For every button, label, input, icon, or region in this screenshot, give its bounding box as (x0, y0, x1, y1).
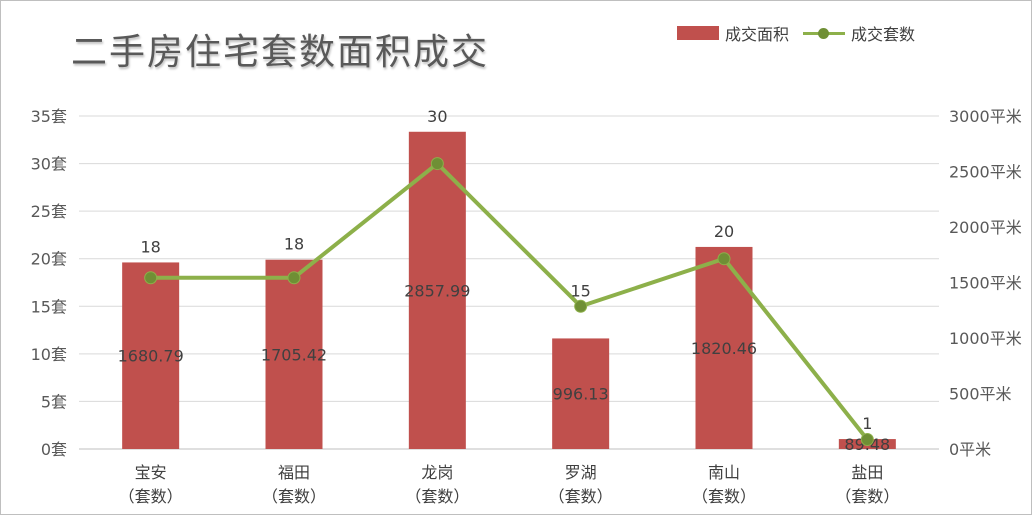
y-left-tick-label: 5套 (41, 392, 67, 411)
y-left-tick-label: 30套 (31, 155, 67, 174)
line-point-count (287, 271, 301, 285)
bar-data-label: 2857.99 (404, 281, 470, 300)
x-category-label: 南山（套数） (692, 463, 756, 506)
bar-area (552, 338, 610, 449)
legend-item-count: 成交套数 (803, 21, 915, 45)
x-category-label: 宝安（套数） (119, 463, 183, 506)
y-right-tick-label: 1500平米 (949, 274, 1022, 293)
y-right-tick-label: 0平米 (949, 440, 991, 459)
line-data-label: 30 (427, 107, 447, 126)
bar-data-label: 996.13 (553, 385, 609, 404)
x-category-label: 福田（套数） (262, 463, 326, 506)
y-left-tick-label: 35套 (31, 107, 67, 126)
line-point-count (430, 157, 444, 171)
bar-data-label: 1680.79 (118, 347, 184, 366)
y-right-tick-label: 1000平米 (949, 329, 1022, 348)
chart-legend: 成交面积 成交套数 (677, 21, 929, 45)
legend-label-area: 成交面积 (725, 25, 790, 44)
line-data-label: 15 (570, 281, 590, 300)
bar-data-label: 1820.46 (691, 339, 757, 358)
line-point-count (717, 252, 731, 266)
line-data-label: 18 (284, 235, 304, 254)
y-right-tick-label: 2500平米 (949, 163, 1022, 182)
legend-label-count: 成交套数 (851, 25, 916, 44)
line-point-count (860, 432, 874, 446)
y-left-tick-label: 15套 (31, 297, 67, 316)
y-right-tick-label: 500平米 (949, 385, 1012, 404)
legend-line-swatch (803, 26, 846, 40)
y-left-tick-label: 25套 (31, 202, 67, 221)
line-data-label: 20 (714, 222, 734, 241)
x-category-label: 盐田（套数） (835, 463, 899, 506)
line-point-count (144, 271, 158, 285)
line-data-label: 1 (862, 414, 872, 433)
x-category-label: 罗湖（套数） (549, 463, 613, 506)
y-right-tick-label: 3000平米 (949, 107, 1022, 126)
y-left-tick-label: 20套 (31, 250, 67, 269)
line-series-count (148, 161, 870, 442)
y-right-tick-label: 2000平米 (949, 218, 1022, 237)
bar-area (265, 259, 323, 449)
x-category-label: 龙岗（套数） (405, 463, 469, 506)
legend-item-area: 成交面积 (677, 21, 789, 45)
line-point-count (574, 299, 588, 313)
bar-area (122, 262, 180, 449)
y-left-tick-label: 0套 (41, 440, 67, 459)
chart-title: 二手房住宅套数面积成交 (71, 32, 490, 73)
legend-bar-swatch (677, 26, 719, 40)
bar-data-label: 1705.42 (261, 345, 327, 364)
line-data-label: 18 (140, 237, 160, 256)
y-left-tick-label: 10套 (31, 345, 67, 364)
